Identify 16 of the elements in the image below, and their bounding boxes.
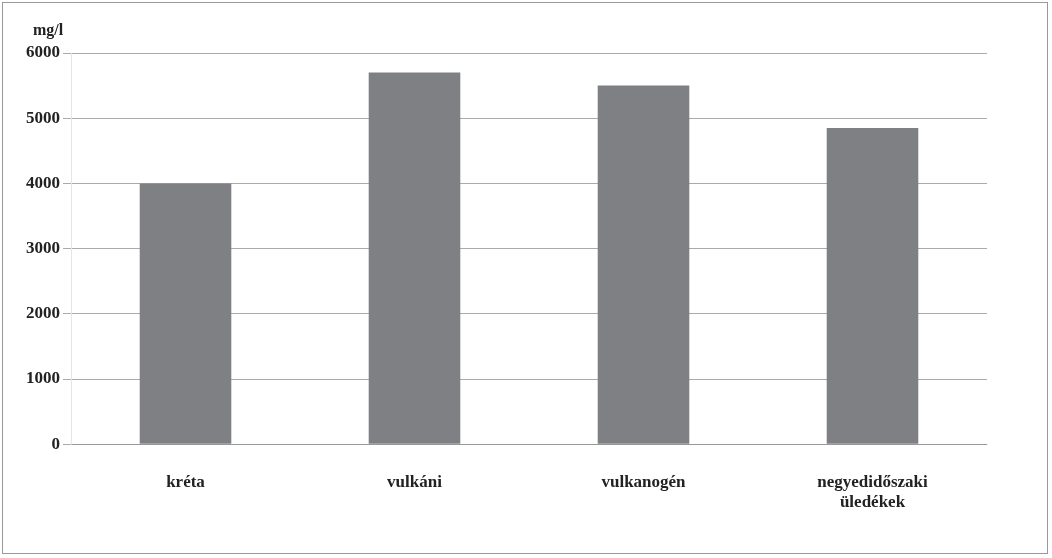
x-tick-label: negyedidőszaki üledékek <box>817 471 929 512</box>
y-tick-label: 1000 <box>26 368 60 388</box>
y-tick-label: 3000 <box>26 237 60 257</box>
y-axis-title: mg/l <box>33 21 64 40</box>
y-tick-label: 4000 <box>26 172 60 192</box>
x-tick-label: kréta <box>166 471 206 491</box>
bar <box>139 183 232 444</box>
x-tick-label: vulkáni <box>387 471 443 491</box>
x-tick-label: vulkanogén <box>601 471 687 491</box>
bar <box>368 72 461 444</box>
y-tick-label: 2000 <box>26 303 60 323</box>
y-tick-label: 6000 <box>26 42 60 62</box>
y-tick-label: 5000 <box>26 107 60 127</box>
bar <box>597 85 690 444</box>
y-tick-label: 0 <box>51 433 60 453</box>
bar <box>826 127 919 444</box>
